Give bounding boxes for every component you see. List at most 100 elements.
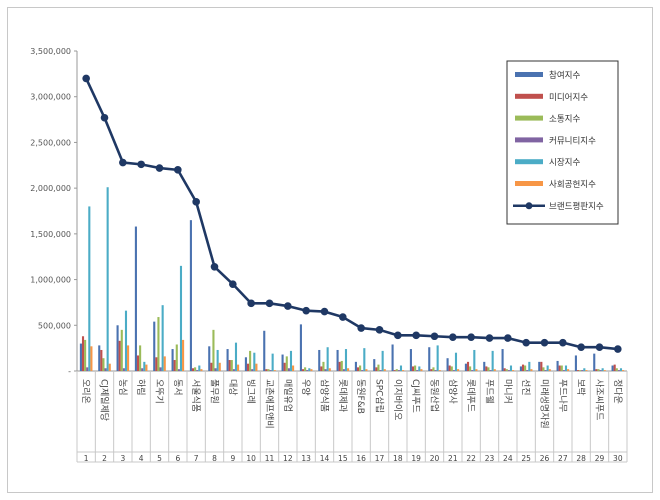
bar-시장지수-대상 xyxy=(234,342,238,371)
bar-미디어지수-롯데제과 xyxy=(338,361,341,371)
point-brand-reputation-정다운 xyxy=(614,345,622,353)
legend-label-참여지수: 참여지수 xyxy=(549,70,580,81)
bar-커뮤니티지수-보락 xyxy=(581,370,584,371)
category-label-12: 매일유업 xyxy=(282,379,293,412)
bar-시장지수-오뚜기 xyxy=(161,305,164,371)
bar-사회공헌지수-서울식품 xyxy=(200,369,203,371)
bar-커뮤니티지수-우양 xyxy=(306,370,309,371)
bar-미디어지수-오리온 xyxy=(81,336,85,371)
bar-사회공헌지수-롯데제과 xyxy=(347,368,350,371)
bar-참여지수-SPC삼립 xyxy=(373,359,376,371)
bar-참여지수-보락 xyxy=(574,355,577,371)
bar-미디어지수-푸드웰 xyxy=(485,366,488,371)
category-label-24: 마니커 xyxy=(502,379,513,404)
bar-미디어지수-보락 xyxy=(576,370,580,371)
category-label-2: CJ제일제당 xyxy=(99,379,110,421)
bar-시장지수-빙그레 xyxy=(253,352,256,371)
bar-참여지수-CJ제일제당 xyxy=(98,345,101,371)
category-label-15: 롯데제과 xyxy=(337,379,348,412)
bar-시장지수-보락 xyxy=(583,368,586,371)
bar-소통지수-삼양식품 xyxy=(322,361,325,371)
rank-label-27: 27 xyxy=(558,454,568,463)
bar-커뮤니티지수-롯데제과 xyxy=(342,369,345,371)
point-brand-reputation-서울식품 xyxy=(192,198,200,206)
rank-label-12: 12 xyxy=(283,454,293,463)
bar-미디어지수-미래생명자원 xyxy=(540,361,543,371)
bar-미디어지수-하림 xyxy=(136,355,140,371)
bar-커뮤니티지수-대상 xyxy=(232,369,235,371)
legend-box xyxy=(506,60,619,225)
bar-시장지수-오리온 xyxy=(88,206,91,371)
category-label-17: SPC삼립 xyxy=(374,379,385,413)
category-label-11: 교촌에프앤비 xyxy=(264,379,275,429)
category-label-9: 대상 xyxy=(227,379,238,396)
bar-사회공헌지수-삼양식품 xyxy=(328,368,331,371)
bar-커뮤니티지수-사조씨푸드 xyxy=(599,370,602,371)
rank-label-28: 28 xyxy=(576,454,586,463)
bar-커뮤니티지수-풀무원 xyxy=(214,368,217,371)
bar-소통지수-하림 xyxy=(139,345,142,371)
y-tick-label: 2,500,000 xyxy=(30,138,71,147)
point-brand-reputation-하림 xyxy=(137,160,145,169)
bar-커뮤니티지수-푸드나무 xyxy=(562,370,565,371)
bar-미디어지수-선진 xyxy=(521,364,525,371)
rank-label-19: 19 xyxy=(411,454,421,463)
rank-label-9: 9 xyxy=(230,454,235,463)
y-tick-label: 3,500,000 xyxy=(30,47,71,56)
bar-사회공헌지수-마니커 xyxy=(512,370,515,371)
rank-label-7: 7 xyxy=(194,454,199,463)
bar-사회공헌지수-삼양사 xyxy=(457,369,460,371)
bar-미디어지수-동원F&B xyxy=(356,367,360,371)
bar-사회공헌지수-SPC삼립 xyxy=(383,369,386,371)
category-label-23: 푸드웰 xyxy=(484,379,495,404)
y-tick-label: 500,000 xyxy=(38,321,71,330)
bar-미디어지수-빙그레 xyxy=(246,363,250,371)
bar-참여지수-교촌에프앤비 xyxy=(263,330,266,371)
bar-참여지수-CJ씨푸드 xyxy=(409,349,412,371)
bar-커뮤니티지수-농심 xyxy=(122,368,125,371)
point-brand-reputation-마니커 xyxy=(504,334,512,342)
bar-사회공헌지수-푸드나무 xyxy=(567,369,570,371)
bar-시장지수-교촌에프앤비 xyxy=(271,353,274,371)
point-brand-reputation-우양 xyxy=(302,306,310,315)
bar-미디어지수-CJ씨푸드 xyxy=(411,366,415,371)
bar-커뮤니티지수-동서 xyxy=(177,369,180,371)
bar-미디어지수-매일유업 xyxy=(283,362,286,371)
chart-frame xyxy=(7,7,653,493)
rank-label-6: 6 xyxy=(175,454,180,463)
bar-소통지수-롯데제과 xyxy=(340,360,343,371)
rank-label-18: 18 xyxy=(393,454,403,463)
bar-소통지수-SPC삼립 xyxy=(377,364,380,371)
bar-참여지수-롯데제과 xyxy=(336,349,339,371)
bar-소통지수-오리온 xyxy=(84,339,87,371)
bar-소통지수-사조씨푸드 xyxy=(597,369,600,371)
point-brand-reputation-빙그레 xyxy=(247,299,255,308)
category-label-30: 정다운 xyxy=(612,379,623,404)
bar-미디어지수-동서 xyxy=(173,360,176,371)
bar-참여지수-선진 xyxy=(519,366,522,371)
bar-참여지수-삼양사 xyxy=(446,358,449,371)
bar-소통지수-대상 xyxy=(230,360,233,371)
bar-시장지수-정다운 xyxy=(619,368,623,371)
category-label-26: 미래생명자원 xyxy=(539,379,550,429)
bar-시장지수-서울식품 xyxy=(198,365,201,371)
bar-사회공헌지수-롯데푸드 xyxy=(475,369,478,371)
legend-swatch-사회공헌지수 xyxy=(515,181,543,186)
bar-미디어지수-CJ제일제당 xyxy=(100,349,103,371)
legend-label-사회공헌지수: 사회공헌지수 xyxy=(549,180,596,190)
category-label-6: 동서 xyxy=(172,379,183,396)
bar-사회공헌지수-사조씨푸드 xyxy=(603,370,606,371)
bar-소통지수-마니커 xyxy=(505,369,508,371)
bar-참여지수-푸드웰 xyxy=(483,361,486,371)
bar-시장지수-하림 xyxy=(143,361,146,371)
category-label-4: 하림 xyxy=(135,379,147,396)
bar-시장지수-삼양식품 xyxy=(326,347,329,371)
point-brand-reputation-롯데제과 xyxy=(339,313,347,321)
bar-커뮤니티지수-오뚜기 xyxy=(159,367,162,371)
point-brand-reputation-사조씨푸드 xyxy=(595,343,604,352)
legend-label-커뮤니티지수: 커뮤니티지수 xyxy=(549,135,596,146)
rank-label-8: 8 xyxy=(212,454,217,463)
bar-참여지수-롯데푸드 xyxy=(464,363,467,371)
bar-소통지수-매일유업 xyxy=(285,356,288,371)
bar-소통지수-동원산업 xyxy=(432,367,435,371)
